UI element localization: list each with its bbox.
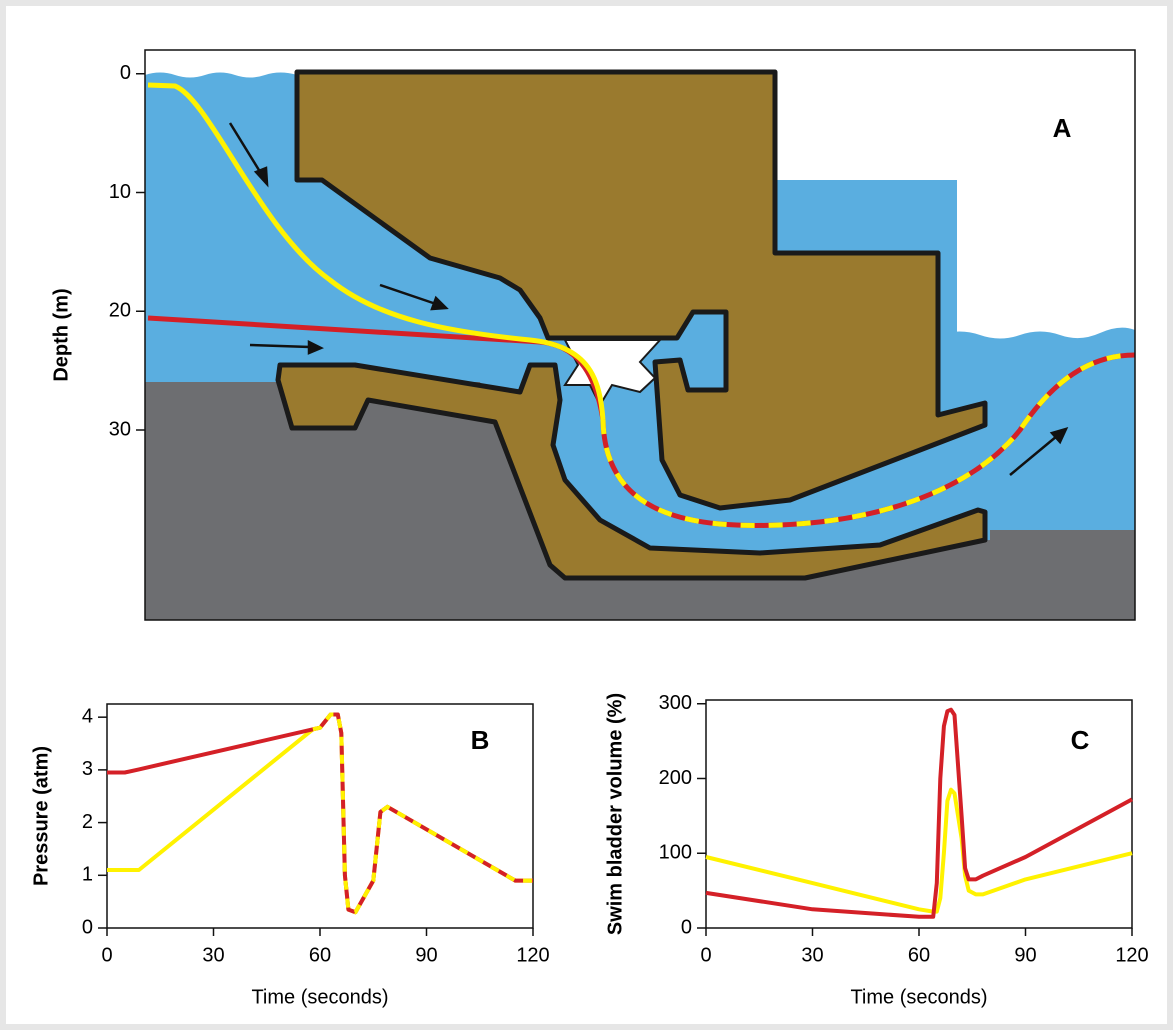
fish-path: [600, 352, 1136, 528]
x-tick-label: 0: [101, 944, 112, 966]
x-tick-label: 90: [1014, 944, 1036, 966]
y-tick-label: 300: [659, 692, 692, 714]
fish-path: [147, 82, 606, 421]
panel-label: C: [1071, 725, 1090, 755]
x-tick-label: 0: [700, 944, 711, 966]
flow-arrows: [228, 122, 1069, 476]
x-tick-label: 30: [202, 944, 224, 966]
panel-label: A: [1053, 113, 1072, 143]
y-tick-label: 3: [82, 758, 93, 780]
x-tick-label: 120: [516, 944, 549, 966]
scene: [144, 49, 1136, 621]
y-axis-label: Pressure (atm): [30, 746, 52, 886]
y-tick-label: 0: [681, 916, 692, 938]
series-line: [705, 787, 1133, 914]
x-tick-label: 30: [801, 944, 823, 966]
x-tick-label: 60: [908, 944, 930, 966]
frame: [144, 49, 1136, 621]
shared-dash: [312, 712, 533, 915]
y-tick-label: 20: [109, 300, 131, 322]
water: [145, 72, 297, 382]
x-tick-label: 60: [309, 944, 331, 966]
y-tick-label: 10: [109, 181, 131, 203]
y-tick-label: 4: [82, 705, 93, 727]
y-tick-label: 1: [82, 864, 93, 886]
y-tick-label: 200: [659, 767, 692, 789]
dam: [294, 69, 988, 511]
channel: [275, 362, 988, 581]
y-tick-label: 0: [82, 916, 93, 938]
y-tick-label: 2: [82, 811, 93, 833]
turbine: [563, 339, 663, 408]
y-tick-label: 100: [659, 842, 692, 864]
y-tick-label: 0: [120, 62, 131, 84]
x-axis-label: Time (seconds): [850, 986, 987, 1008]
series-line: [705, 707, 1133, 919]
panel-label: B: [471, 725, 490, 755]
y-axis-label: Swim bladder volume (%): [604, 693, 626, 935]
x-tick-label: 90: [415, 944, 437, 966]
x-tick-label: 120: [1115, 944, 1148, 966]
y-axis-label: Depth (m): [50, 288, 72, 381]
y-tick-label: 30: [109, 418, 131, 440]
x-axis-label: Time (seconds): [251, 986, 388, 1008]
